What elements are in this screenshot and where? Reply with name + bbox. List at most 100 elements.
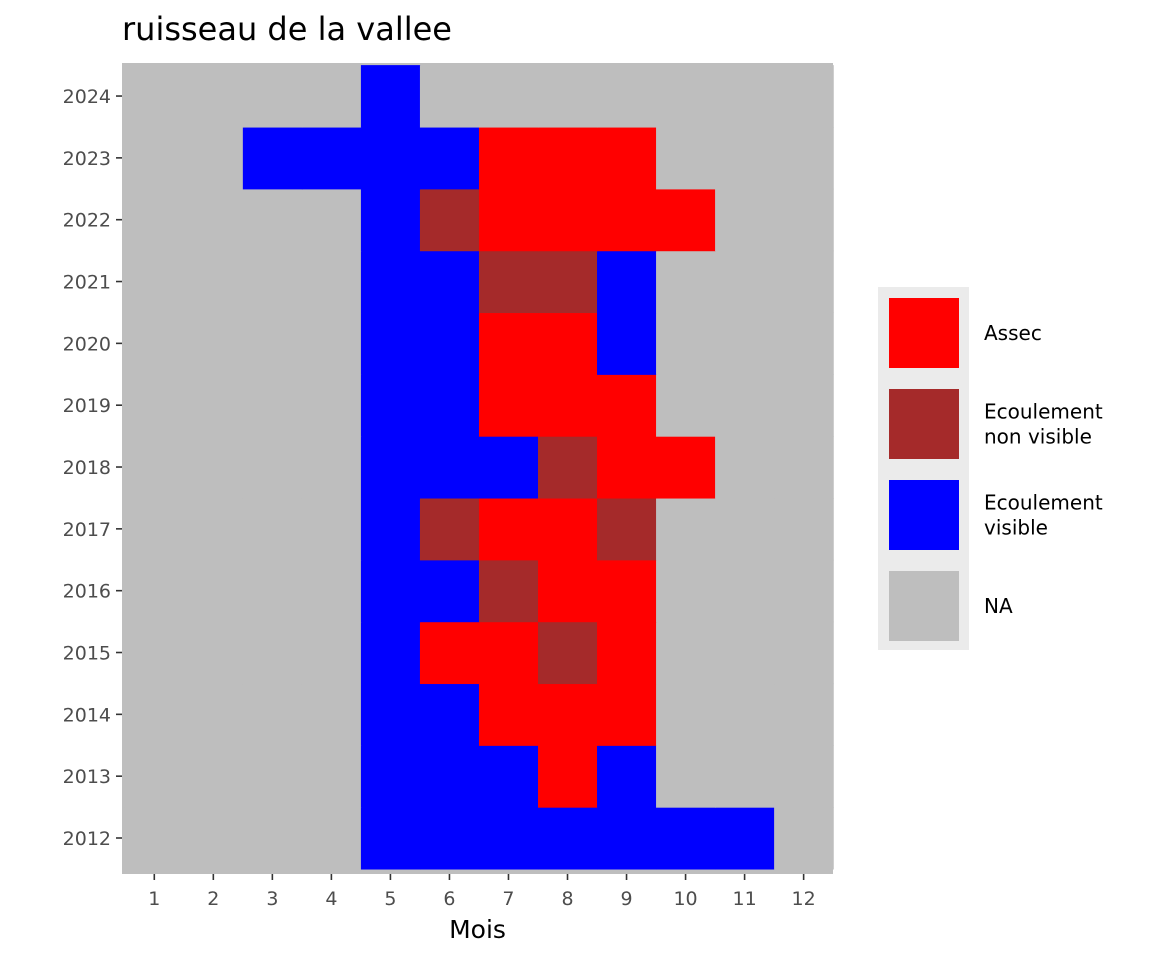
heatmap-cell-2015-12 (774, 621, 834, 685)
heatmap-cell-2018-10 (656, 436, 716, 499)
heatmap-cell-2013-4 (301, 745, 362, 808)
heatmap-cell-2014-3 (242, 683, 303, 746)
heatmap-cell-2019-10 (656, 374, 716, 437)
heatmap-cell-2012-8 (538, 807, 598, 870)
y-tick-label: 2021 (63, 272, 111, 294)
legend-label: Ecoulement (984, 491, 1103, 515)
heatmap-cell-2014-1 (124, 683, 185, 746)
heatmap-cell-2022-1 (124, 188, 185, 252)
heatmap-cell-2021-9 (597, 250, 657, 314)
heatmap-cell-2021-2 (183, 250, 244, 314)
heatmap-cell-2015-6 (419, 621, 480, 685)
heatmap-cell-2013-6 (419, 745, 480, 808)
heatmap-cell-2024-5 (360, 65, 421, 128)
heatmap-cell-2023-7 (478, 126, 539, 190)
heatmap-cell-2024-3 (242, 65, 303, 128)
heatmap-cell-2016-3 (242, 559, 303, 623)
legend-swatch (889, 389, 959, 459)
heatmap-cell-2014-7 (478, 683, 539, 746)
heatmap-cell-2013-9 (597, 745, 657, 808)
heatmap-cell-2012-3 (242, 807, 303, 870)
x-tick-label: 2 (207, 888, 219, 910)
heatmap-cell-2017-10 (656, 497, 716, 561)
heatmap-cell-2023-9 (597, 126, 657, 190)
heatmap-cell-2015-5 (360, 621, 421, 685)
heatmap-cell-2021-3 (242, 250, 303, 314)
heatmap-cell-2020-12 (774, 312, 834, 375)
x-tick-label: 9 (620, 888, 632, 910)
heatmap-cell-2012-10 (656, 807, 716, 870)
legend-swatch (889, 298, 959, 368)
heatmap-cell-2020-4 (301, 312, 362, 375)
heatmap-cell-2022-3 (242, 188, 303, 252)
heatmap-cell-2013-2 (183, 745, 244, 808)
heatmap-cell-2013-5 (360, 745, 421, 808)
x-tick-label: 11 (733, 888, 757, 910)
y-axis: 2012 2013 2014 2015 2016 2017 2018 2019 2020 2021… (63, 86, 122, 850)
heatmap-cell-2019-7 (478, 374, 539, 437)
heatmap-cell-2022-9 (597, 188, 657, 252)
heatmap-cell-2022-11 (715, 188, 775, 252)
legend-swatch (889, 480, 959, 550)
heatmap-cell-2020-5 (360, 312, 421, 375)
heatmap-cell-2018-9 (597, 436, 657, 499)
heatmap-cell-2012-7 (478, 807, 539, 870)
heatmap-cell-2015-7 (478, 621, 539, 685)
heatmap-cell-2013-12 (774, 745, 834, 808)
heatmap-cell-2016-11 (715, 559, 775, 623)
heatmap-cell-2022-10 (656, 188, 716, 252)
heatmap-cell-2023-6 (419, 126, 480, 190)
heatmap-cell-2023-10 (656, 126, 716, 190)
heatmap-cell-2012-12 (774, 807, 834, 870)
heatmap-cell-2020-11 (715, 312, 775, 375)
heatmap-cell-2021-7 (478, 250, 539, 314)
heatmap-cell-2015-2 (183, 621, 244, 685)
heatmap-cells (124, 65, 834, 870)
heatmap-cell-2024-2 (183, 65, 244, 128)
x-tick-label: 4 (325, 888, 337, 910)
heatmap-cell-2016-9 (597, 559, 657, 623)
heatmap-cell-2017-8 (538, 497, 598, 561)
heatmap-cell-2015-10 (656, 621, 716, 685)
heatmap-cell-2020-10 (656, 312, 716, 375)
heatmap-cell-2018-12 (774, 436, 834, 499)
heatmap-cell-2018-4 (301, 436, 362, 499)
heatmap-cell-2023-5 (360, 126, 421, 190)
legend-label: non visible (984, 425, 1092, 449)
heatmap-cell-2022-7 (478, 188, 539, 252)
heatmap-cell-2018-8 (538, 436, 598, 499)
heatmap-cell-2023-8 (538, 126, 598, 190)
heatmap-cell-2014-8 (538, 683, 598, 746)
heatmap-cell-2019-11 (715, 374, 775, 437)
x-tick-label: 12 (792, 888, 816, 910)
heatmap-cell-2015-11 (715, 621, 775, 685)
heatmap-cell-2023-1 (124, 126, 185, 190)
heatmap-cell-2022-12 (774, 188, 834, 252)
heatmap-cell-2020-6 (419, 312, 480, 375)
heatmap-cell-2013-8 (538, 745, 598, 808)
heatmap-cell-2016-5 (360, 559, 421, 623)
x-tick-label: 5 (384, 888, 396, 910)
heatmap-cell-2017-9 (597, 497, 657, 561)
heatmap-cell-2012-9 (597, 807, 657, 870)
heatmap-cell-2021-8 (538, 250, 598, 314)
heatmap-cell-2019-6 (419, 374, 480, 437)
heatmap-cell-2016-8 (538, 559, 598, 623)
heatmap-cell-2012-11 (715, 807, 775, 870)
heatmap-cell-2016-6 (419, 559, 480, 623)
legend-swatch (889, 571, 959, 641)
heatmap-cell-2021-12 (774, 250, 834, 314)
y-tick-label: 2024 (63, 86, 111, 108)
heatmap-cell-2019-3 (242, 374, 303, 437)
heatmap-cell-2017-5 (360, 497, 421, 561)
y-tick-label: 2012 (63, 828, 111, 850)
heatmap-cell-2018-3 (242, 436, 303, 499)
heatmap-cell-2017-1 (124, 497, 185, 561)
legend-label: Ecoulement (984, 400, 1103, 424)
heatmap-cell-2020-8 (538, 312, 598, 375)
x-axis: 1 2 3 4 5 6 7 8 9 10 11 12 (148, 874, 816, 910)
heatmap-cell-2016-10 (656, 559, 716, 623)
heatmap-cell-2019-8 (538, 374, 598, 437)
